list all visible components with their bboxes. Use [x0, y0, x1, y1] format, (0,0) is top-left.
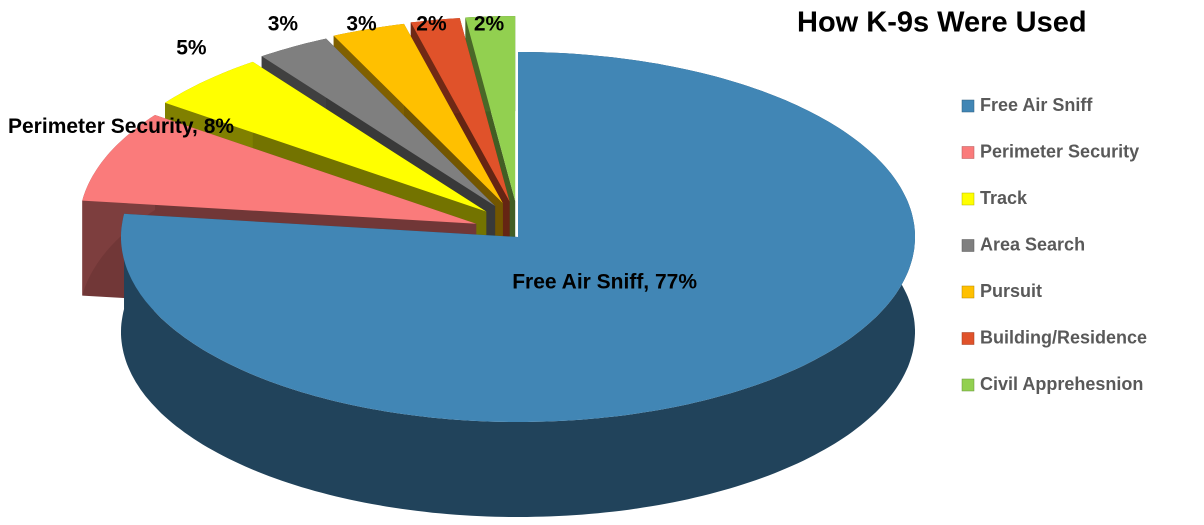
- legend-swatch: [961, 285, 975, 299]
- slice-top: [82, 115, 477, 224]
- slice-top: [121, 52, 915, 422]
- data-label: Perimeter Security, 8%: [8, 115, 234, 138]
- legend-label: Area Search: [980, 234, 1085, 254]
- slice: [121, 52, 915, 517]
- slice-top: [333, 23, 503, 204]
- data-label: 3%: [346, 13, 377, 36]
- legend-label: Track: [980, 188, 1028, 208]
- legend-swatch: [961, 332, 975, 345]
- slice-top: [410, 18, 510, 202]
- legend-label: Building/Residence: [980, 327, 1147, 347]
- legend-swatch: [961, 239, 975, 252]
- data-label: 3%: [268, 13, 299, 36]
- slice-top: [261, 38, 496, 206]
- slice-top: [465, 16, 516, 202]
- slice-top: [165, 61, 487, 212]
- legend-swatch: [961, 192, 975, 206]
- legend-swatch: [961, 146, 975, 159]
- data-label: Free Air Sniff, 77%: [512, 270, 697, 293]
- legend-label: Free Air Sniff: [980, 95, 1093, 115]
- chart-title: How K-9s Were Used: [797, 7, 1087, 39]
- legend-swatch: [961, 99, 975, 113]
- legend-label: Perimeter Security: [980, 141, 1139, 161]
- legend-swatch: [961, 378, 975, 392]
- legend-label: Pursuit: [980, 281, 1042, 301]
- data-label: 5%: [176, 37, 207, 60]
- legend-label: Civil Apprehesnion: [980, 374, 1143, 394]
- data-label: 2%: [416, 13, 447, 36]
- data-label: 2%: [474, 13, 505, 36]
